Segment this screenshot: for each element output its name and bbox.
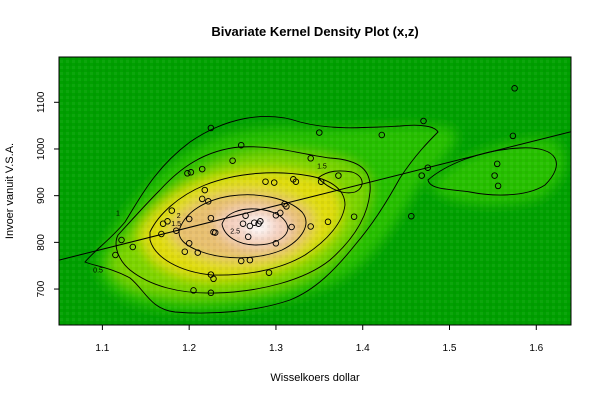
- data-point: [207, 124, 215, 132]
- data-point: [316, 129, 323, 136]
- data-point: [246, 256, 254, 264]
- data-point: [201, 186, 209, 194]
- data-point: [257, 218, 264, 225]
- contour-2: [178, 194, 307, 259]
- data-point: [491, 172, 498, 179]
- contour-1: [115, 146, 371, 294]
- data-point: [112, 251, 119, 259]
- data-point: [158, 230, 165, 238]
- data-point: [283, 203, 290, 210]
- contour-1.5: [149, 172, 346, 276]
- data-point: [211, 229, 219, 236]
- data-point: [424, 164, 432, 171]
- x-axis: 1.1 1.2 1.3 1.4 1.5 1.6: [95, 325, 544, 354]
- data-point: [190, 287, 197, 294]
- data-point: [239, 220, 247, 227]
- y-tick-label: 800: [36, 234, 47, 251]
- contour-0.5: [84, 116, 439, 314]
- x-tick-label: 1.6: [529, 343, 543, 354]
- contour-label: 2: [177, 213, 181, 220]
- data-point: [244, 233, 252, 241]
- data-point: [350, 213, 358, 220]
- data-point: [185, 215, 193, 223]
- x-tick-label: 1.5: [443, 343, 457, 354]
- x-tick-label: 1.1: [95, 343, 109, 354]
- data-point: [272, 240, 280, 247]
- data-point: [324, 218, 332, 226]
- data-point: [335, 172, 342, 179]
- data-point: [251, 219, 258, 226]
- data-point: [184, 170, 191, 177]
- y-tick-label: 700: [36, 280, 47, 297]
- contour-2.5: [221, 208, 289, 246]
- data-point: [187, 169, 195, 176]
- data-point: [207, 289, 215, 297]
- y-tick-label: 1100: [36, 91, 47, 113]
- data-point: [198, 195, 206, 203]
- data-point: [194, 249, 202, 256]
- data-point: [418, 172, 425, 179]
- data-point: [164, 218, 171, 225]
- contour-label: 2.5: [230, 228, 240, 235]
- y-axis-label: Invoer vanuit V.S.A.: [4, 143, 16, 239]
- data-point: [307, 223, 314, 230]
- plot-frame: [58, 56, 572, 326]
- data-point: [493, 160, 501, 168]
- contour-label: 1: [116, 210, 120, 217]
- data-point: [317, 178, 325, 185]
- data-point: [511, 85, 518, 92]
- data-point: [378, 131, 386, 139]
- data-point: [205, 198, 212, 205]
- x-tick-label: 1.2: [182, 343, 196, 354]
- y-tick-label: 900: [36, 187, 47, 204]
- y-axis: 700 800 900 1000 1100: [36, 91, 59, 297]
- contour-label: 1.5: [317, 164, 327, 171]
- data-point: [408, 212, 415, 220]
- data-point: [420, 117, 427, 125]
- data-point: [168, 207, 176, 214]
- data-point: [210, 275, 217, 283]
- data-point: [229, 157, 236, 164]
- data-point: [270, 179, 278, 186]
- data-point: [277, 209, 284, 217]
- data-point: [494, 182, 502, 190]
- data-points: [112, 85, 518, 297]
- data-point: [242, 212, 249, 219]
- data-point: [172, 227, 180, 234]
- data-point: [288, 223, 295, 231]
- data-point: [246, 222, 254, 230]
- contour-lines: [84, 116, 557, 314]
- data-point: [185, 240, 193, 247]
- contour-label: 1.5: [171, 221, 181, 228]
- x-axis-label: Wisselkoers dollar: [270, 372, 360, 384]
- density-texture: [59, 57, 571, 325]
- data-point: [307, 155, 314, 162]
- data-point: [237, 257, 245, 265]
- contour-label: 0.5: [93, 268, 103, 275]
- data-point: [292, 178, 300, 185]
- data-point: [509, 132, 517, 140]
- data-point: [198, 165, 206, 173]
- data-point: [118, 236, 125, 244]
- data-point: [265, 269, 273, 276]
- data-point: [237, 141, 245, 149]
- data-point: [129, 243, 137, 251]
- x-tick-label: 1.4: [356, 343, 370, 354]
- data-point: [181, 248, 189, 255]
- y-tick-label: 1000: [36, 137, 47, 160]
- regression-line-layer: [59, 131, 571, 261]
- data-point: [207, 214, 215, 222]
- x-tick-label: 1.3: [269, 343, 283, 354]
- density-field: [59, 57, 571, 325]
- contour-labels: 0.511.51.522.5: [93, 164, 327, 275]
- data-point: [262, 178, 269, 185]
- chart-title: Bivariate Kernel Density Plot (x,z): [211, 24, 418, 39]
- regression-line: [59, 131, 571, 261]
